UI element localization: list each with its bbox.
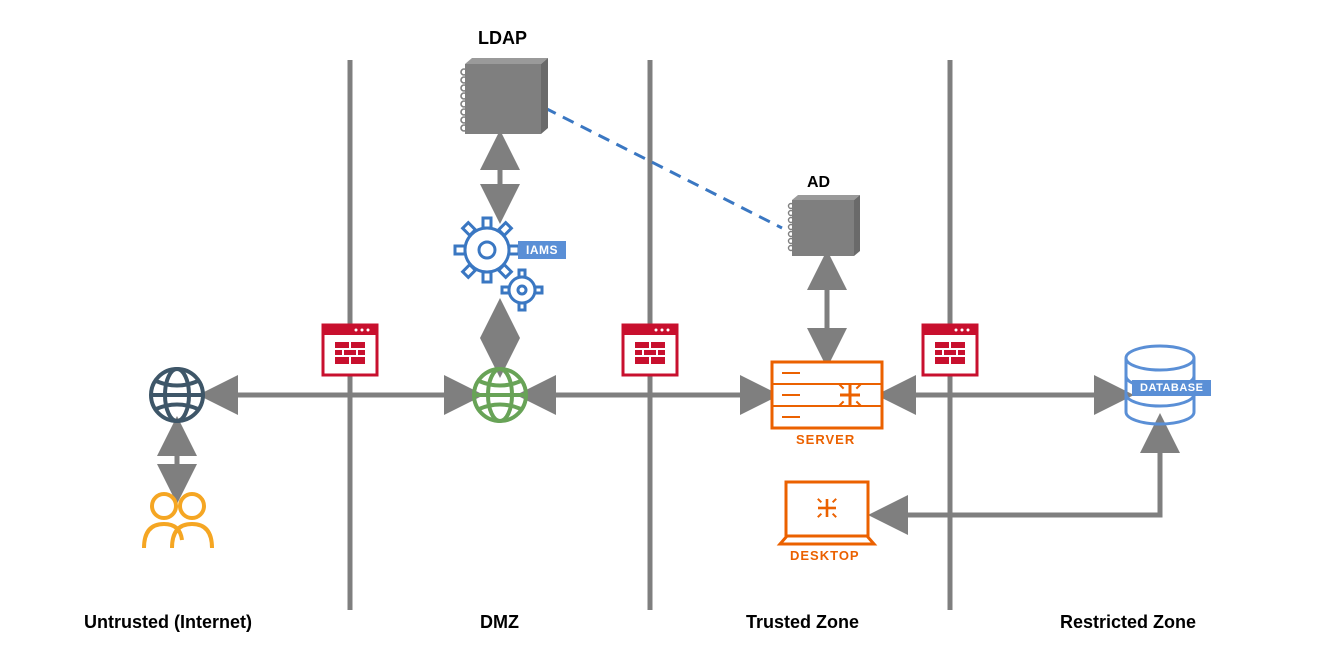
firewall-icon-2 (623, 325, 677, 375)
ldap-icon (461, 58, 548, 134)
database-badge: DATABASE (1132, 380, 1211, 396)
server-icon (772, 362, 882, 428)
zone-label-untrusted: Untrusted (Internet) (84, 612, 252, 633)
zone-label-dmz: DMZ (480, 612, 519, 633)
ad-label: AD (807, 174, 830, 192)
zone-label-restricted: Restricted Zone (1060, 612, 1196, 633)
iams-gears-icon (455, 218, 542, 310)
iams-badge: IAMS (518, 241, 566, 259)
users-icon (144, 494, 212, 548)
server-label: SERVER (796, 432, 855, 447)
desktop-to-database-arrow (884, 429, 1160, 515)
zone-label-trusted: Trusted Zone (746, 612, 859, 633)
ldap-label: LDAP (478, 28, 527, 49)
firewall-icon-3 (923, 325, 977, 375)
globe-internet-icon (151, 369, 203, 421)
ldap-ad-dashed-link (545, 108, 782, 228)
firewall-icon-1 (323, 325, 377, 375)
globe-dmz-icon (474, 369, 526, 421)
ad-icon (789, 195, 861, 256)
vertical-arrows (177, 146, 827, 488)
desktop-label: DESKTOP (790, 548, 860, 563)
diagram-canvas (0, 0, 1317, 670)
desktop-icon (780, 482, 874, 544)
